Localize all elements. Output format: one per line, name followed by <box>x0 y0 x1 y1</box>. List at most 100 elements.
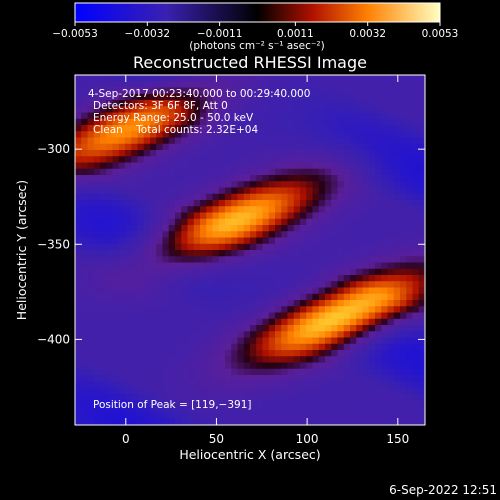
heatmap-cell <box>168 225 176 232</box>
heatmap-cell <box>87 293 95 301</box>
heatmap-cell <box>293 118 301 126</box>
heatmap-cell <box>318 250 326 257</box>
heatmap-cell <box>200 250 207 257</box>
heatmap-cell <box>350 225 357 232</box>
heatmap-cell <box>375 256 382 263</box>
heatmap-cell <box>250 237 257 245</box>
heatmap-cell <box>362 393 370 401</box>
heatmap-cell <box>181 287 188 295</box>
heatmap-cell <box>281 393 288 401</box>
heatmap-cell <box>187 143 195 151</box>
heatmap-cell <box>87 218 95 226</box>
heatmap-cell <box>175 187 182 195</box>
heatmap-cell <box>356 306 363 313</box>
heatmap-cell <box>312 231 320 238</box>
heatmap-cell <box>393 393 401 401</box>
heatmap-cell <box>256 293 263 301</box>
heatmap-cell <box>150 112 157 120</box>
heatmap-cell <box>87 393 95 401</box>
heatmap-cell <box>400 225 407 232</box>
heatmap-cell <box>112 187 120 195</box>
heatmap-cell <box>243 381 251 388</box>
heatmap-cell <box>300 106 307 113</box>
heatmap-cell <box>218 75 226 82</box>
heatmap-cell <box>225 300 232 307</box>
heatmap-cell <box>250 306 257 313</box>
heatmap-cell <box>293 381 301 388</box>
heatmap-cell <box>143 100 151 107</box>
heatmap-cell <box>412 75 420 82</box>
heatmap-cell <box>218 200 226 207</box>
heatmap-cell <box>93 343 101 351</box>
heatmap-cell <box>131 312 138 320</box>
heatmap-cell <box>175 350 182 357</box>
heatmap-cell <box>393 418 401 425</box>
heatmap-cell <box>337 318 345 326</box>
heatmap-cell <box>287 262 295 270</box>
heatmap-cell <box>237 375 245 382</box>
heatmap-cell <box>206 206 213 213</box>
heatmap-cell <box>143 106 151 113</box>
heatmap-cell <box>268 362 276 370</box>
heatmap-cell <box>87 150 95 157</box>
heatmap-cell <box>162 231 170 238</box>
heatmap-cell <box>387 156 395 163</box>
heatmap-cell <box>256 281 263 288</box>
heatmap-cell <box>193 300 201 307</box>
heatmap-cell <box>231 387 238 395</box>
heatmap-cell <box>187 331 195 338</box>
heatmap-cell <box>237 337 245 345</box>
heatmap-cell <box>75 368 82 376</box>
heatmap-cell <box>350 418 357 425</box>
heatmap-cell <box>418 125 425 132</box>
heatmap-cell <box>187 337 195 345</box>
heatmap-cell <box>393 187 401 195</box>
heatmap-cell <box>306 268 313 276</box>
heatmap-cell <box>406 168 413 176</box>
heatmap-cell <box>412 325 420 332</box>
heatmap-cell <box>237 131 245 138</box>
heatmap-cell <box>362 200 370 207</box>
heatmap-cell <box>343 356 351 363</box>
heatmap-cell <box>406 418 413 425</box>
heatmap-cell <box>93 206 101 213</box>
heatmap-cell <box>312 100 320 107</box>
heatmap-cell <box>387 206 395 213</box>
heatmap-cell <box>143 300 151 307</box>
heatmap-cell <box>400 243 407 251</box>
heatmap-cell <box>306 150 313 157</box>
heatmap-cell <box>362 375 370 382</box>
heatmap-cell <box>262 331 270 338</box>
heatmap-cell <box>318 143 326 151</box>
heatmap-cell <box>287 387 295 395</box>
heatmap-cell <box>381 275 388 282</box>
heatmap-cell <box>212 400 220 407</box>
heatmap-cell <box>212 75 220 82</box>
heatmap-cell <box>212 300 220 307</box>
heatmap-cell <box>131 400 138 407</box>
heatmap-cell <box>100 206 107 213</box>
heatmap-cell <box>187 100 195 107</box>
heatmap-cell <box>325 362 332 370</box>
heatmap-cell <box>118 375 126 382</box>
heatmap-cell <box>400 131 407 138</box>
heatmap-cell <box>293 100 301 107</box>
heatmap-cell <box>325 300 332 307</box>
heatmap-cell <box>312 268 320 276</box>
heatmap-cell <box>162 400 170 407</box>
heatmap-cell <box>206 218 213 226</box>
heatmap-cell <box>106 156 113 163</box>
heatmap-cell <box>412 212 420 220</box>
heatmap-cell <box>237 87 245 95</box>
heatmap-cell <box>343 156 351 163</box>
heatmap-cell <box>343 93 351 101</box>
heatmap-cell <box>325 312 332 320</box>
heatmap-cell <box>275 168 282 176</box>
heatmap-cell <box>237 318 245 326</box>
heatmap-cell <box>418 106 425 113</box>
heatmap-cell <box>193 350 201 357</box>
heatmap-cell <box>131 337 138 345</box>
heatmap-cell <box>231 156 238 163</box>
heatmap-cell <box>106 262 113 270</box>
heatmap-cell <box>393 250 401 257</box>
